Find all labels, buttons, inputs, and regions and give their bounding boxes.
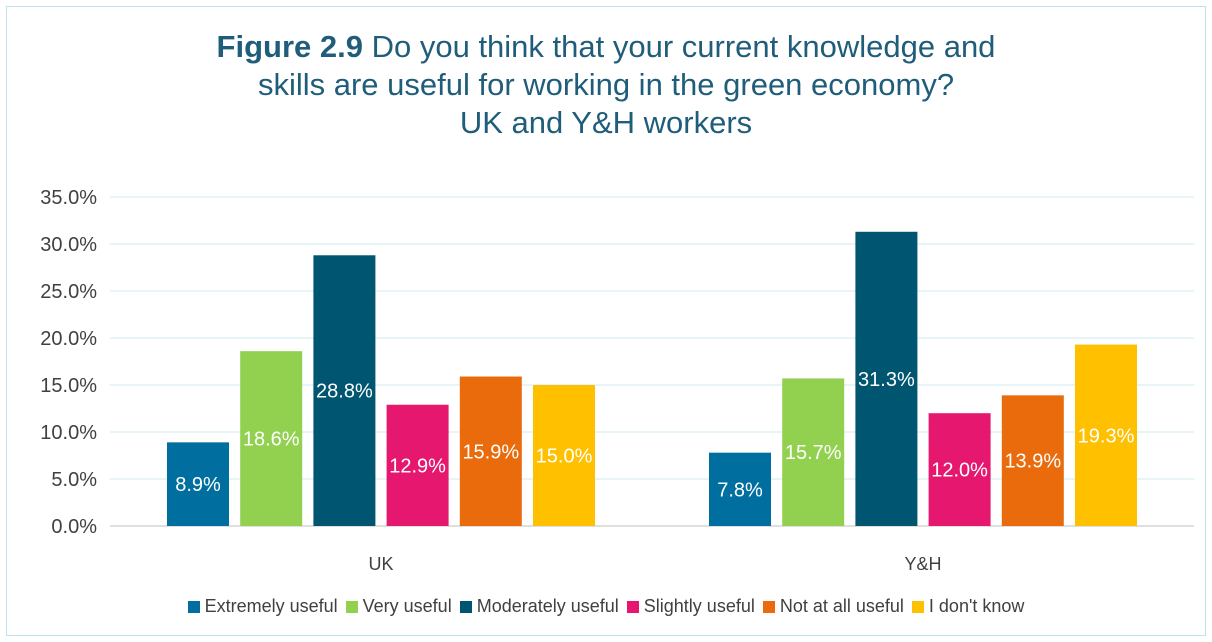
legend-swatch	[345, 600, 358, 613]
bar	[1075, 344, 1137, 526]
legend-swatch	[911, 600, 924, 613]
bar-data-label: 13.9%	[1004, 451, 1061, 473]
legend-swatch	[626, 600, 639, 613]
bar-data-label: 28.8%	[316, 381, 373, 403]
bar-data-label: 8.9%	[175, 474, 221, 496]
bar-data-label: 12.0%	[931, 460, 988, 482]
bar	[1001, 395, 1064, 526]
y-tick-label: 15.0%	[40, 375, 97, 397]
bar	[167, 442, 229, 526]
legend-item: Extremely useful	[187, 596, 338, 617]
title-line-1: Figure 2.9 Do you think that your curren…	[0, 28, 1212, 66]
title-line-2: skills are useful for working in the gre…	[257, 67, 955, 102]
bar-data-label: 15.9%	[462, 441, 519, 463]
legend-swatch	[459, 600, 472, 613]
bar-data-label: 15.7%	[785, 442, 842, 464]
y-tick-label: 35.0%	[40, 187, 97, 209]
legend-label: Moderately useful	[476, 596, 619, 616]
legend-swatch	[187, 600, 200, 613]
legend-label: I don't know	[928, 596, 1025, 616]
chart-title: Figure 2.9 Do you think that your curren…	[0, 28, 1212, 142]
y-tick-label: 0.0%	[51, 516, 97, 538]
y-tick-label: 20.0%	[40, 328, 97, 350]
bars: 8.9% 18.6% 28.8% 12.9% 15.9% 15.0% 7.8% 15.7% 31…	[167, 231, 1137, 526]
legend-label: Extremely useful	[204, 596, 338, 616]
bar	[459, 376, 522, 526]
legend: Extremely useful Very useful Moderately us…	[0, 596, 1212, 617]
legend-swatch	[762, 600, 775, 613]
y-tick-label: 10.0%	[40, 422, 97, 444]
bar-data-label: 12.9%	[389, 455, 446, 477]
chart-frame	[6, 6, 1206, 636]
bar-data-label: 31.3%	[858, 369, 915, 391]
bar	[386, 404, 449, 526]
y-tick-label: 5.0%	[51, 469, 97, 491]
legend-label: Very useful	[362, 596, 452, 616]
x-tick-label: Y&H	[904, 554, 941, 574]
bar	[313, 255, 376, 526]
y-axis: 0.0% 5.0% 10.0% 15.0% 20.0% 25.0% 30.0% 35.0%	[40, 187, 97, 538]
bar-data-label: 19.3%	[1078, 425, 1135, 447]
legend-item: Slightly useful	[626, 596, 755, 617]
bar-data-label: 15.0%	[536, 446, 593, 468]
bar	[928, 413, 991, 526]
bar-data-label: 18.6%	[243, 429, 300, 451]
bar	[709, 452, 771, 526]
bar-data-label: 7.8%	[717, 479, 763, 501]
legend-item: Moderately useful	[459, 596, 619, 617]
figure-number: Figure 2.9	[216, 29, 363, 64]
bar	[782, 378, 845, 526]
title-line-3: UK and Y&H workers	[459, 105, 753, 140]
x-axis: UK Y&H	[368, 554, 941, 574]
title-text-1: Do you think that your current knowledge…	[371, 29, 996, 64]
bar	[533, 385, 595, 526]
bar	[855, 231, 918, 526]
legend-item: Very useful	[345, 596, 452, 617]
legend-label: Slightly useful	[643, 596, 755, 616]
legend-label: Not at all useful	[779, 596, 904, 616]
y-tick-label: 30.0%	[40, 234, 97, 256]
bar	[240, 351, 303, 526]
x-tick-label: UK	[368, 554, 393, 574]
y-tick-label: 25.0%	[40, 281, 97, 303]
legend-item: I don't know	[911, 596, 1025, 617]
legend-item: Not at all useful	[762, 596, 904, 617]
